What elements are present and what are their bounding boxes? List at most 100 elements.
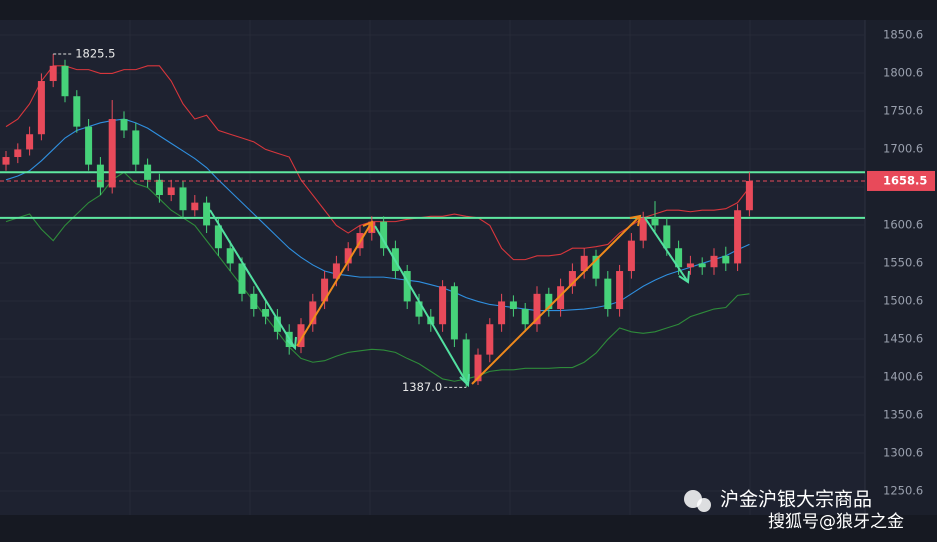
- y-tick-label: 1450.6: [883, 331, 923, 345]
- candle-body: [616, 271, 624, 310]
- candle-body: [26, 134, 34, 150]
- candle-body: [663, 225, 671, 249]
- candle-body: [262, 309, 270, 317]
- candle-body: [604, 278, 612, 310]
- candle-body: [533, 293, 541, 325]
- candle-body: [380, 221, 388, 249]
- trend-arrow: [471, 215, 641, 385]
- y-tick-label: 1600.6: [883, 217, 923, 231]
- candle-body: [226, 248, 234, 264]
- y-tick-label: 1550.6: [883, 255, 923, 269]
- trend-arrow: [644, 217, 689, 283]
- y-tick-label: 1350.6: [883, 407, 923, 421]
- candle-body: [167, 187, 175, 196]
- y-tick-label: 1400.6: [883, 369, 923, 383]
- candle-body: [273, 316, 281, 332]
- candle-body: [639, 217, 647, 241]
- candle-body: [49, 65, 57, 82]
- candle-body: [191, 202, 199, 211]
- trend-arrows: [209, 209, 690, 388]
- candle-body: [155, 179, 163, 196]
- candle-body: [14, 149, 22, 158]
- trend-arrow: [296, 221, 373, 347]
- last-price-box: [867, 170, 935, 191]
- candle-body: [73, 96, 81, 127]
- candle-body: [557, 286, 565, 310]
- candle-body: [344, 248, 352, 264]
- candle-body: [710, 255, 718, 268]
- candle-body: [2, 157, 10, 165]
- watermark-text: 沪金沪银大宗商品: [720, 489, 872, 511]
- grid: [0, 34, 865, 492]
- candle-body: [238, 263, 246, 294]
- candle-body: [722, 255, 730, 264]
- candles: [2, 54, 753, 388]
- price-axis: [865, 20, 937, 515]
- y-tick-label: 1700.6: [883, 141, 923, 155]
- arrow-head: [629, 214, 642, 227]
- candle-body: [686, 263, 694, 268]
- candle-body: [85, 126, 93, 165]
- candle-body: [415, 301, 423, 317]
- candle-body: [120, 119, 128, 131]
- candle-body: [486, 324, 494, 355]
- watermark-icon: [697, 498, 711, 512]
- candle-body: [734, 210, 742, 264]
- candle-body: [627, 240, 635, 272]
- trend-arrow: [209, 209, 296, 349]
- candle-body: [698, 263, 706, 268]
- candle-body: [96, 164, 104, 188]
- candle-body: [474, 354, 482, 382]
- candle-body: [651, 217, 659, 226]
- y-tick-label: 1850.6: [883, 27, 923, 41]
- candle-body: [321, 278, 329, 302]
- watermark-text: 搜狐号@狼牙之金: [768, 512, 904, 532]
- candle-body: [214, 225, 222, 249]
- arrow-head: [286, 336, 297, 351]
- candle-body: [521, 309, 529, 325]
- candle-body: [108, 119, 116, 188]
- candle-body: [592, 255, 600, 279]
- candle-body: [568, 271, 576, 287]
- candle-body: [37, 81, 45, 135]
- max-label: 1825.5: [75, 47, 115, 61]
- candle-body: [250, 293, 258, 310]
- candle-body: [498, 301, 506, 325]
- min-label: 1387.0: [402, 380, 442, 394]
- candle-body: [450, 286, 458, 340]
- candle-body: [675, 248, 683, 268]
- candle-body: [332, 263, 340, 279]
- y-tick-label: 1300.6: [883, 445, 923, 459]
- candle-body: [580, 255, 588, 272]
- arrow-head: [678, 270, 690, 284]
- last-price-label: 1658.5: [883, 173, 927, 187]
- top-bar: [0, 0, 937, 20]
- arrow-head: [362, 220, 373, 232]
- candle-body: [403, 271, 411, 302]
- band-line: [5, 171, 750, 382]
- candle-body: [61, 65, 69, 97]
- bottom-bar: [0, 515, 937, 542]
- candle-body: [745, 180, 753, 211]
- arrow-head: [459, 373, 470, 388]
- candle-body: [439, 286, 447, 325]
- candle-body: [509, 301, 517, 310]
- candle-body: [462, 339, 470, 382]
- candle-body: [179, 187, 187, 211]
- candle-body: [545, 293, 553, 310]
- candle-body: [309, 301, 317, 325]
- watermark: 沪金沪银大宗商品 搜狐号@狼牙之金: [684, 489, 904, 532]
- trend-arrow: [374, 225, 469, 386]
- y-tick-label: 1750.6: [883, 103, 923, 117]
- y-tick-label: 1800.6: [883, 65, 923, 79]
- candle-body: [144, 164, 152, 180]
- y-tick-label: 1250.6: [883, 483, 923, 497]
- candle-body: [297, 324, 305, 348]
- labels: 1850.61800.61750.61700.61650.61600.61550…: [0, 27, 935, 497]
- y-tick-label: 1500.6: [883, 293, 923, 307]
- candle-body: [203, 202, 211, 226]
- band-line: [5, 118, 750, 312]
- candle-body: [132, 130, 140, 165]
